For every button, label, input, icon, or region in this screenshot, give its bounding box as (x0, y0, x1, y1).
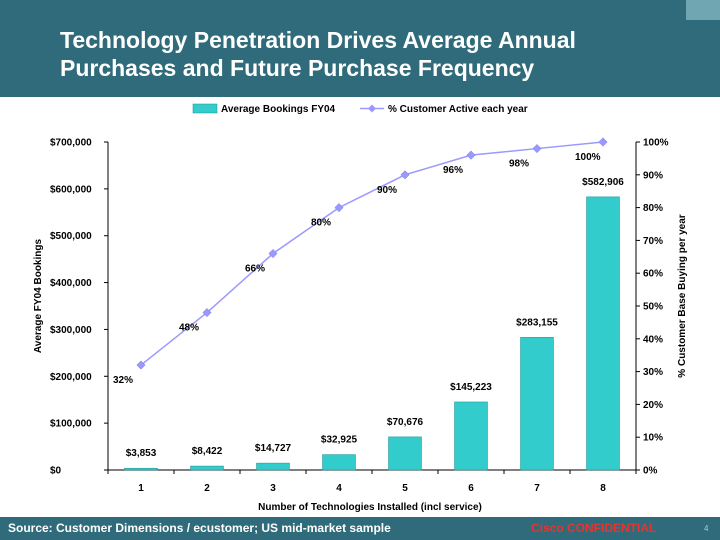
y2-tick-label: 20% (643, 400, 663, 411)
legend-bar-label: Average Bookings FY04 (221, 104, 336, 115)
page-number: 4 (704, 524, 709, 533)
y-tick-label: $100,000 (50, 419, 92, 430)
x-tick-label: 6 (468, 483, 474, 494)
bar-mark (322, 454, 356, 471)
y2-tick-label: 80% (643, 203, 663, 214)
bar-data-label: $582,906 (582, 177, 624, 188)
y2-tick-label: 10% (643, 433, 663, 444)
line-data-label: 32% (113, 375, 133, 386)
bar-data-label: $3,853 (126, 448, 157, 459)
y2-tick-label: 70% (643, 236, 663, 247)
line-data-label: 96% (443, 165, 463, 176)
bar-mark (190, 465, 224, 471)
y2-axis-title: % Customer Base Buying per year (677, 214, 688, 377)
line-data-label: 66% (245, 264, 265, 275)
y2-tick-label: 50% (643, 302, 663, 313)
line-point-marker (466, 150, 476, 160)
slide-title: Technology Penetration Drives Average An… (60, 26, 576, 82)
y2-tick-label: 40% (643, 334, 663, 345)
legend-line-label: % Customer Active each year (388, 104, 528, 115)
bar-mark (520, 337, 554, 471)
bar-data-label: $14,727 (255, 443, 292, 454)
confidential-label: Cisco CONFIDENTIAL (531, 521, 657, 535)
slide-footer: Source: Customer Dimensions / ecustomer;… (0, 517, 720, 540)
source-note: Source: Customer Dimensions / ecustomer;… (8, 521, 391, 535)
y2-tick-label: 0% (643, 466, 658, 477)
combo-chart: $0 $100,000 $200,000 $300,000 $400,000 $500,0… (33, 103, 688, 513)
bar-data-label: $70,676 (387, 417, 424, 428)
line-point-marker (532, 144, 542, 154)
y2-tick-label: 90% (643, 170, 663, 181)
line-data-label: 80% (311, 218, 331, 229)
line-point-marker (202, 308, 212, 318)
y-tick-label: $0 (50, 466, 62, 477)
x-tick-label: 8 (600, 483, 606, 494)
y-tick-label: $400,000 (50, 278, 92, 289)
bar-data-label: $32,925 (321, 435, 358, 446)
y-tick-label: $500,000 (50, 231, 92, 242)
y2-tick-label: 60% (643, 269, 663, 280)
line-point-marker (598, 137, 608, 147)
title-line-1: Technology Penetration Drives Average An… (60, 27, 576, 53)
y-axis-title: Average FY04 Bookings (33, 239, 44, 354)
line-point-marker (136, 360, 146, 370)
line-point-marker (268, 248, 278, 259)
y2-tick-label: 30% (643, 367, 663, 378)
line-data-label: 90% (377, 185, 397, 196)
y-tick-label: $700,000 (50, 138, 92, 149)
x-tick-label: 1 (138, 483, 144, 494)
bar-data-label: $8,422 (192, 446, 223, 457)
chart-area: $0 $100,000 $200,000 $300,000 $400,000 $500,0… (0, 97, 720, 517)
line-point-marker (334, 203, 344, 213)
x-tick-label: 3 (270, 483, 276, 494)
x-axis-title: Number of Technologies Installed (incl s… (258, 502, 482, 513)
line-data-label: 100% (575, 152, 601, 163)
bar-mark (388, 436, 422, 471)
line-series-path (140, 141, 604, 366)
title-line-2: Purchases and Future Purchase Frequency (60, 55, 535, 81)
y-tick-label: $300,000 (50, 325, 92, 336)
bar-data-label: $145,223 (450, 382, 492, 393)
x-tick-label: 7 (534, 483, 540, 494)
bar-mark (586, 196, 620, 471)
bar-mark (454, 401, 488, 471)
bar-data-label: $283,155 (516, 317, 558, 328)
x-tick-label: 4 (336, 483, 342, 494)
bar-mark (256, 462, 290, 471)
y-tick-label: $600,000 (50, 184, 92, 195)
header-corner-accent (686, 0, 720, 20)
y-tick-label: $200,000 (50, 372, 92, 383)
line-point-marker (400, 170, 410, 180)
legend-line-marker (368, 104, 376, 113)
line-data-label: 98% (509, 159, 529, 170)
legend-bar-swatch (192, 103, 218, 114)
bar-mark (124, 467, 158, 471)
slide-header: Technology Penetration Drives Average An… (0, 0, 720, 97)
x-tick-label: 5 (402, 483, 408, 494)
y2-tick-label: 100% (643, 138, 669, 149)
line-data-label: 48% (179, 323, 199, 334)
x-tick-label: 2 (204, 483, 210, 494)
